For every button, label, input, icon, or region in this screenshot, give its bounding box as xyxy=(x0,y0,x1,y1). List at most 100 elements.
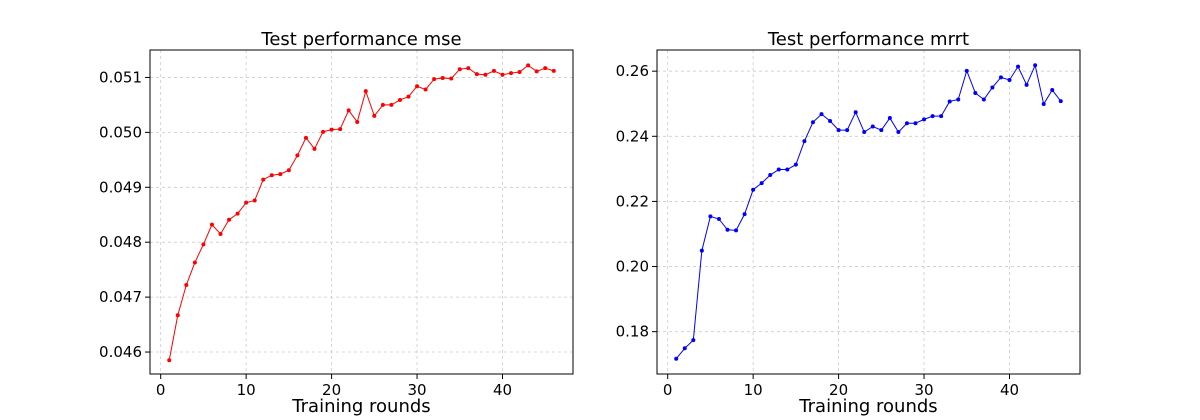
x-tick-label: 10 xyxy=(237,381,256,399)
data-point xyxy=(261,177,266,182)
data-point xyxy=(244,200,249,205)
data-point xyxy=(483,72,488,77)
data-point xyxy=(321,129,326,134)
data-point xyxy=(363,89,368,94)
data-point xyxy=(725,227,730,232)
data-point xyxy=(192,260,197,265)
data-point xyxy=(922,117,927,122)
data-point xyxy=(415,84,420,89)
data-point xyxy=(1024,82,1029,87)
data-point xyxy=(1007,77,1012,82)
data-point xyxy=(184,283,189,288)
y-tick-label: 0.18 xyxy=(616,323,649,341)
data-point xyxy=(896,130,901,135)
x-tick-label: 0 xyxy=(156,381,166,399)
data-point xyxy=(734,228,739,233)
data-point xyxy=(1058,99,1063,104)
data-point xyxy=(691,338,696,343)
x-tick-label: 20 xyxy=(829,381,848,399)
data-point xyxy=(457,67,462,72)
x-tick-label: 40 xyxy=(493,381,512,399)
data-point xyxy=(708,214,713,219)
data-point xyxy=(218,231,223,236)
data-point xyxy=(406,94,411,99)
data-point xyxy=(998,75,1003,80)
data-point xyxy=(372,113,377,118)
data-point xyxy=(389,102,394,107)
data-point xyxy=(887,116,892,121)
data-point xyxy=(776,167,781,172)
y-tick-label: 0.050 xyxy=(99,123,142,141)
data-point xyxy=(1050,88,1055,93)
data-point xyxy=(235,211,240,216)
y-tick-label: 0.046 xyxy=(99,343,142,361)
data-point xyxy=(551,68,556,73)
x-tick-label: 20 xyxy=(322,381,341,399)
chart-title: Test performance mse xyxy=(260,29,461,50)
data-point xyxy=(466,66,471,71)
data-point xyxy=(286,168,291,173)
x-tick-label: 10 xyxy=(744,381,763,399)
data-point xyxy=(956,97,961,102)
chart-2: 0 10 20 30 40 0.18 0.20 0.22 0.24 0.26 Test perfor… xyxy=(616,29,1081,417)
data-point xyxy=(175,313,180,318)
data-point xyxy=(836,128,841,133)
data-point xyxy=(397,97,402,102)
x-tick-label: 30 xyxy=(914,381,933,399)
series-line xyxy=(168,64,554,361)
data-point xyxy=(802,139,807,144)
data-point xyxy=(227,217,232,222)
y-tick-label: 0.051 xyxy=(99,68,142,86)
data-point xyxy=(1016,64,1021,69)
data-point xyxy=(759,181,764,186)
data-point xyxy=(167,358,172,363)
data-point xyxy=(845,128,850,133)
data-point xyxy=(716,217,721,222)
data-point xyxy=(312,146,317,151)
data-point xyxy=(981,97,986,102)
data-point xyxy=(793,162,798,167)
x-axis-label: Training rounds xyxy=(291,396,430,417)
x-axis-label: Training rounds xyxy=(798,396,937,417)
data-point xyxy=(295,153,300,158)
data-point xyxy=(329,127,334,132)
data-point xyxy=(500,72,505,77)
data-point xyxy=(423,87,428,92)
y-tick-label: 0.048 xyxy=(99,233,142,251)
y-tick-label: 0.049 xyxy=(99,178,142,196)
data-point xyxy=(201,242,206,247)
x-tick-label: 30 xyxy=(407,381,426,399)
y-tick-label: 0.20 xyxy=(616,258,649,276)
data-point xyxy=(904,121,909,126)
data-point xyxy=(819,112,824,117)
data-point xyxy=(355,119,360,124)
y-tick-label: 0.26 xyxy=(616,62,649,80)
data-point xyxy=(913,121,918,126)
data-point xyxy=(879,128,884,133)
data-point xyxy=(303,135,308,140)
data-point xyxy=(699,248,704,253)
y-tick-label: 0.047 xyxy=(99,288,142,306)
data-point xyxy=(862,130,867,135)
plot-frame xyxy=(149,49,574,375)
series-line xyxy=(675,63,1062,360)
data-point xyxy=(278,172,283,177)
data-point xyxy=(526,63,531,68)
y-tick-label: 0.22 xyxy=(616,192,649,210)
data-point xyxy=(209,222,214,227)
plot-frame xyxy=(656,49,1081,375)
data-point xyxy=(432,77,437,82)
data-point xyxy=(1033,63,1038,68)
data-point xyxy=(990,85,995,90)
data-point xyxy=(269,173,274,178)
data-point xyxy=(346,108,351,113)
data-point xyxy=(474,72,479,77)
data-point xyxy=(939,114,944,119)
data-point xyxy=(853,110,858,115)
data-point xyxy=(449,76,454,81)
data-point xyxy=(534,69,539,74)
data-point xyxy=(509,71,514,76)
data-point xyxy=(543,66,548,71)
data-point xyxy=(491,68,496,73)
chart-1: 0 10 20 30 40 0.046 0.047 0.048 0.049 0.050 0.051 T… xyxy=(99,29,574,417)
